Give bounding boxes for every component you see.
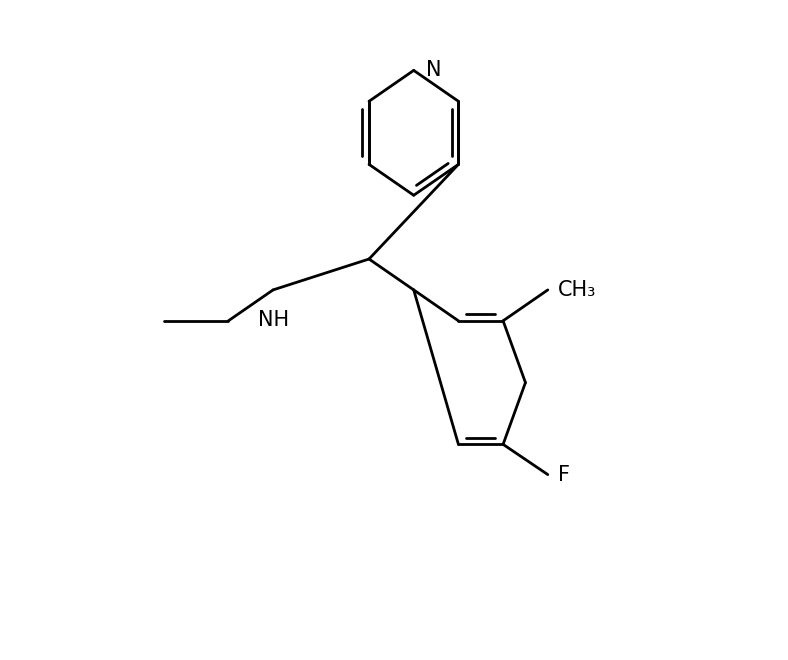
Text: N: N <box>426 61 441 81</box>
Text: F: F <box>559 465 571 484</box>
Text: NH: NH <box>258 310 288 329</box>
Text: CH₃: CH₃ <box>559 280 597 300</box>
